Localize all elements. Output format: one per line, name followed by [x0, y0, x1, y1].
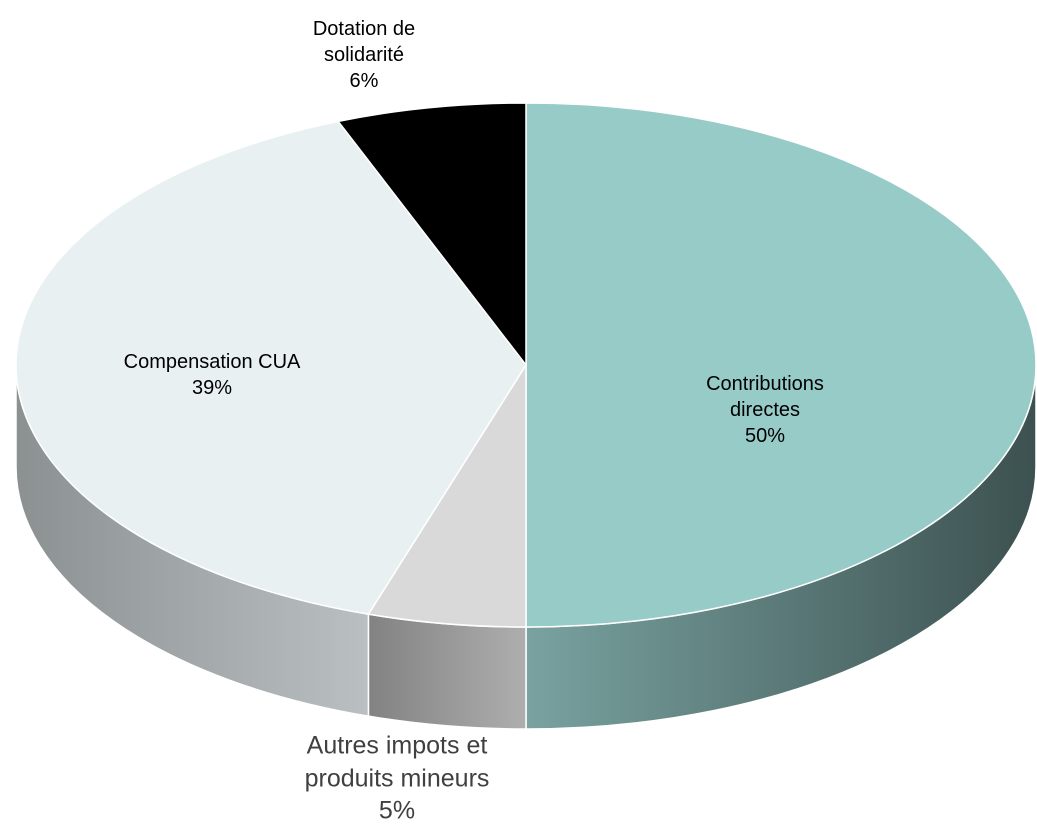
- category-label: Autres impots et produits mineurs: [304, 731, 490, 792]
- value-label: 39%: [191, 377, 233, 399]
- pie-tops: [15, 102, 1037, 628]
- data-label: Compensation CUA 39%: [72, 349, 352, 401]
- pie-slice: [367, 362, 527, 628]
- pie-sides: [15, 364, 1037, 730]
- category-label: Compensation CUA: [123, 351, 301, 373]
- category-label: Contributions directes: [706, 373, 824, 421]
- pie-side: [367, 613, 527, 730]
- pie-slice: [336, 102, 527, 368]
- value-label: 6%: [349, 70, 379, 92]
- value-label: 50%: [744, 425, 786, 447]
- data-label: Autres impots et produits mineurs 5%: [267, 729, 527, 827]
- pie-slice: [15, 120, 527, 615]
- pie-slice: [525, 102, 1037, 628]
- category-label: Dotation de solidarité: [312, 18, 416, 66]
- value-label: 5%: [378, 796, 416, 825]
- data-label: Contributions directes 50%: [675, 371, 855, 449]
- data-label: Dotation de solidarité 6%: [294, 16, 434, 94]
